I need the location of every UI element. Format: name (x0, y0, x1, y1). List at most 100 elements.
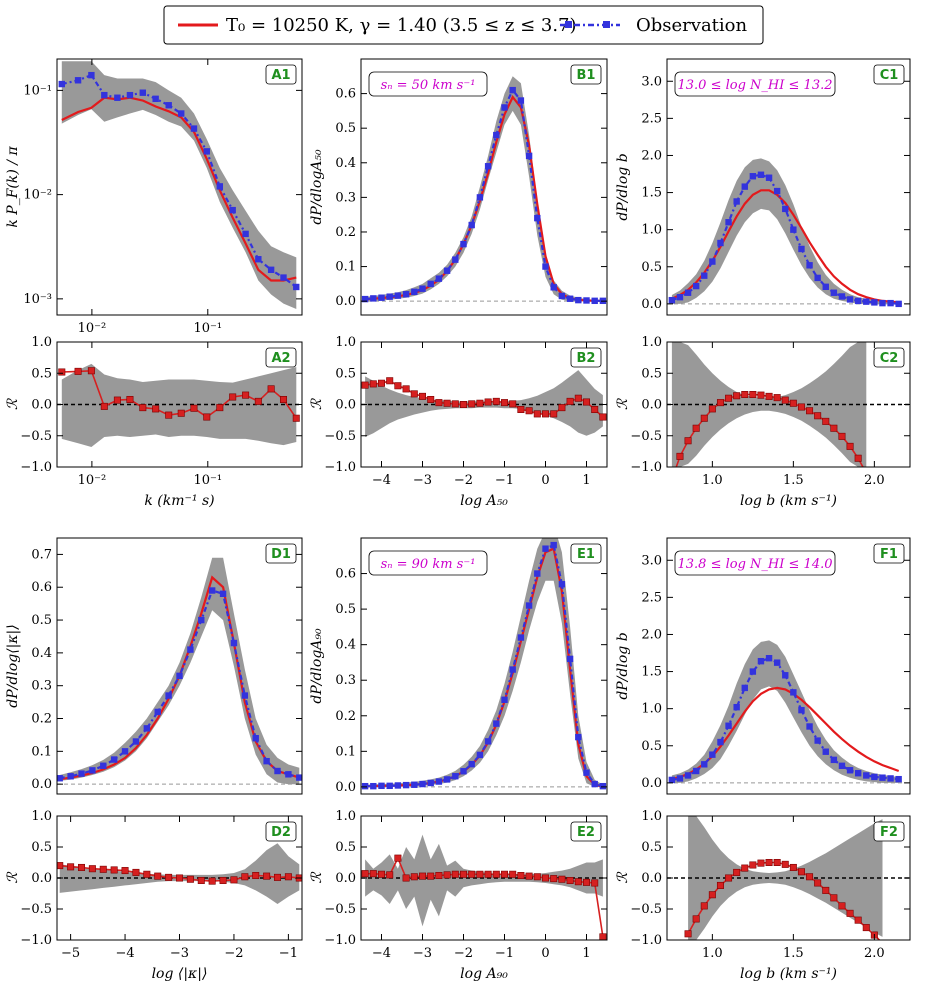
observation-point (468, 221, 475, 229)
observation-point (419, 780, 426, 788)
residual-point (533, 410, 541, 418)
observation-point (78, 770, 85, 777)
x-tick-label: 10⁻² (78, 473, 107, 488)
residual-point (700, 414, 708, 422)
residual-point (87, 367, 95, 375)
panel-plot-area (361, 834, 607, 940)
panel-plot-area (361, 370, 607, 437)
legend-box (163, 5, 764, 45)
observation-point (267, 266, 275, 273)
observation-point (285, 771, 292, 778)
observation-point (863, 298, 870, 305)
residual-point (154, 872, 162, 880)
y-tick-label: −1.0 (20, 933, 52, 948)
observation-point (692, 767, 700, 775)
y-tick-label: 0.1 (31, 744, 52, 759)
residual-point (806, 873, 814, 881)
y-tick-label: 1.0 (641, 223, 662, 238)
residual-point (692, 424, 700, 432)
observation-point (846, 767, 854, 774)
observation-point (139, 89, 147, 96)
y-tick-label: 1.5 (641, 186, 662, 201)
y-tick-label: −0.5 (20, 902, 52, 917)
observation-point (846, 296, 854, 303)
observation-point (476, 194, 484, 201)
observation-point (525, 602, 533, 609)
panel-frame (666, 537, 911, 795)
observation-point (575, 733, 582, 741)
residual-point (58, 368, 66, 376)
panel-tag: F1 (880, 547, 898, 562)
residual-point (229, 393, 237, 401)
y-tick-label: 10⁻¹ (23, 83, 52, 98)
residual-point (427, 395, 435, 403)
x-tick-label: 1.5 (783, 473, 804, 488)
panel-d1: 0.0 0.1 0.2 0.3 0.4 0.5 0.6 0.7 dP/dlog⟨|κ|⟩ D1 (5, 537, 303, 795)
residual-point (113, 396, 121, 404)
observation-point (709, 258, 716, 265)
residual-point (263, 872, 271, 880)
residual-point (468, 400, 476, 408)
residual-point (517, 872, 525, 880)
observation-point (370, 295, 377, 302)
observation-point (765, 655, 773, 662)
observation-point (717, 239, 724, 247)
residual-point (451, 870, 459, 878)
x-tick-label: 10⁻² (78, 321, 107, 336)
panel-plot-area (57, 557, 302, 785)
residual-point (725, 394, 733, 402)
observation-point (427, 280, 434, 288)
residual-point (267, 385, 275, 393)
observation-point (126, 91, 134, 99)
x-axis-label: log A₅₀ (460, 493, 508, 509)
observation-point (89, 767, 96, 774)
observation-point (484, 163, 492, 170)
observation-point (525, 152, 533, 160)
residual-point (152, 405, 160, 413)
residual-point (574, 878, 582, 886)
legend-obs-label: Observation (636, 15, 748, 36)
residual-point (484, 870, 492, 878)
residual-point (186, 875, 194, 883)
observation-point (558, 292, 566, 300)
observation-point (749, 668, 757, 675)
observation-point (550, 541, 557, 549)
observation-point (806, 723, 813, 730)
observation-point (296, 774, 302, 781)
residual-point (806, 407, 814, 415)
residual-point (692, 915, 700, 923)
residual-point (203, 413, 211, 421)
observation-point (558, 581, 566, 588)
panel-tag: A1 (271, 68, 290, 83)
panel-tag-box (873, 821, 905, 842)
residual-point (541, 874, 549, 882)
residual-point (99, 865, 107, 873)
y-tick-label: −1.0 (630, 933, 662, 948)
y-axis-label: dP/dlogA₉₀ (309, 628, 325, 704)
observation-point (154, 708, 161, 716)
residual-point (219, 876, 227, 884)
residual-point (208, 877, 216, 885)
observation-point (110, 756, 118, 763)
observation-point (203, 148, 210, 155)
y-axis-label: dP/dlogA₅₀ (309, 149, 325, 225)
residual-point (741, 390, 749, 398)
residual-point (541, 410, 549, 418)
y-tick-label: 0.5 (641, 840, 662, 855)
y-tick-label: 0.0 (641, 398, 662, 413)
residual-point (797, 868, 805, 876)
y-tick-label: −0.5 (324, 429, 356, 444)
y-tick-label: 0.1 (335, 260, 356, 275)
annotation-text: 13.0 ≤ log N_HI ≤ 13.2 (678, 78, 833, 93)
x-tick-label: −5 (61, 946, 80, 961)
x-tick-label: −3 (413, 473, 432, 488)
y-tick-label: 0.5 (335, 602, 356, 617)
y-tick-label: 0.4 (31, 646, 52, 661)
residual-point (443, 871, 451, 879)
observation-point (830, 289, 838, 296)
panel-tag-box (873, 543, 905, 564)
panel-tag-box (570, 64, 602, 85)
y-tick-label: −1.0 (20, 460, 52, 475)
residual-point (100, 402, 108, 410)
